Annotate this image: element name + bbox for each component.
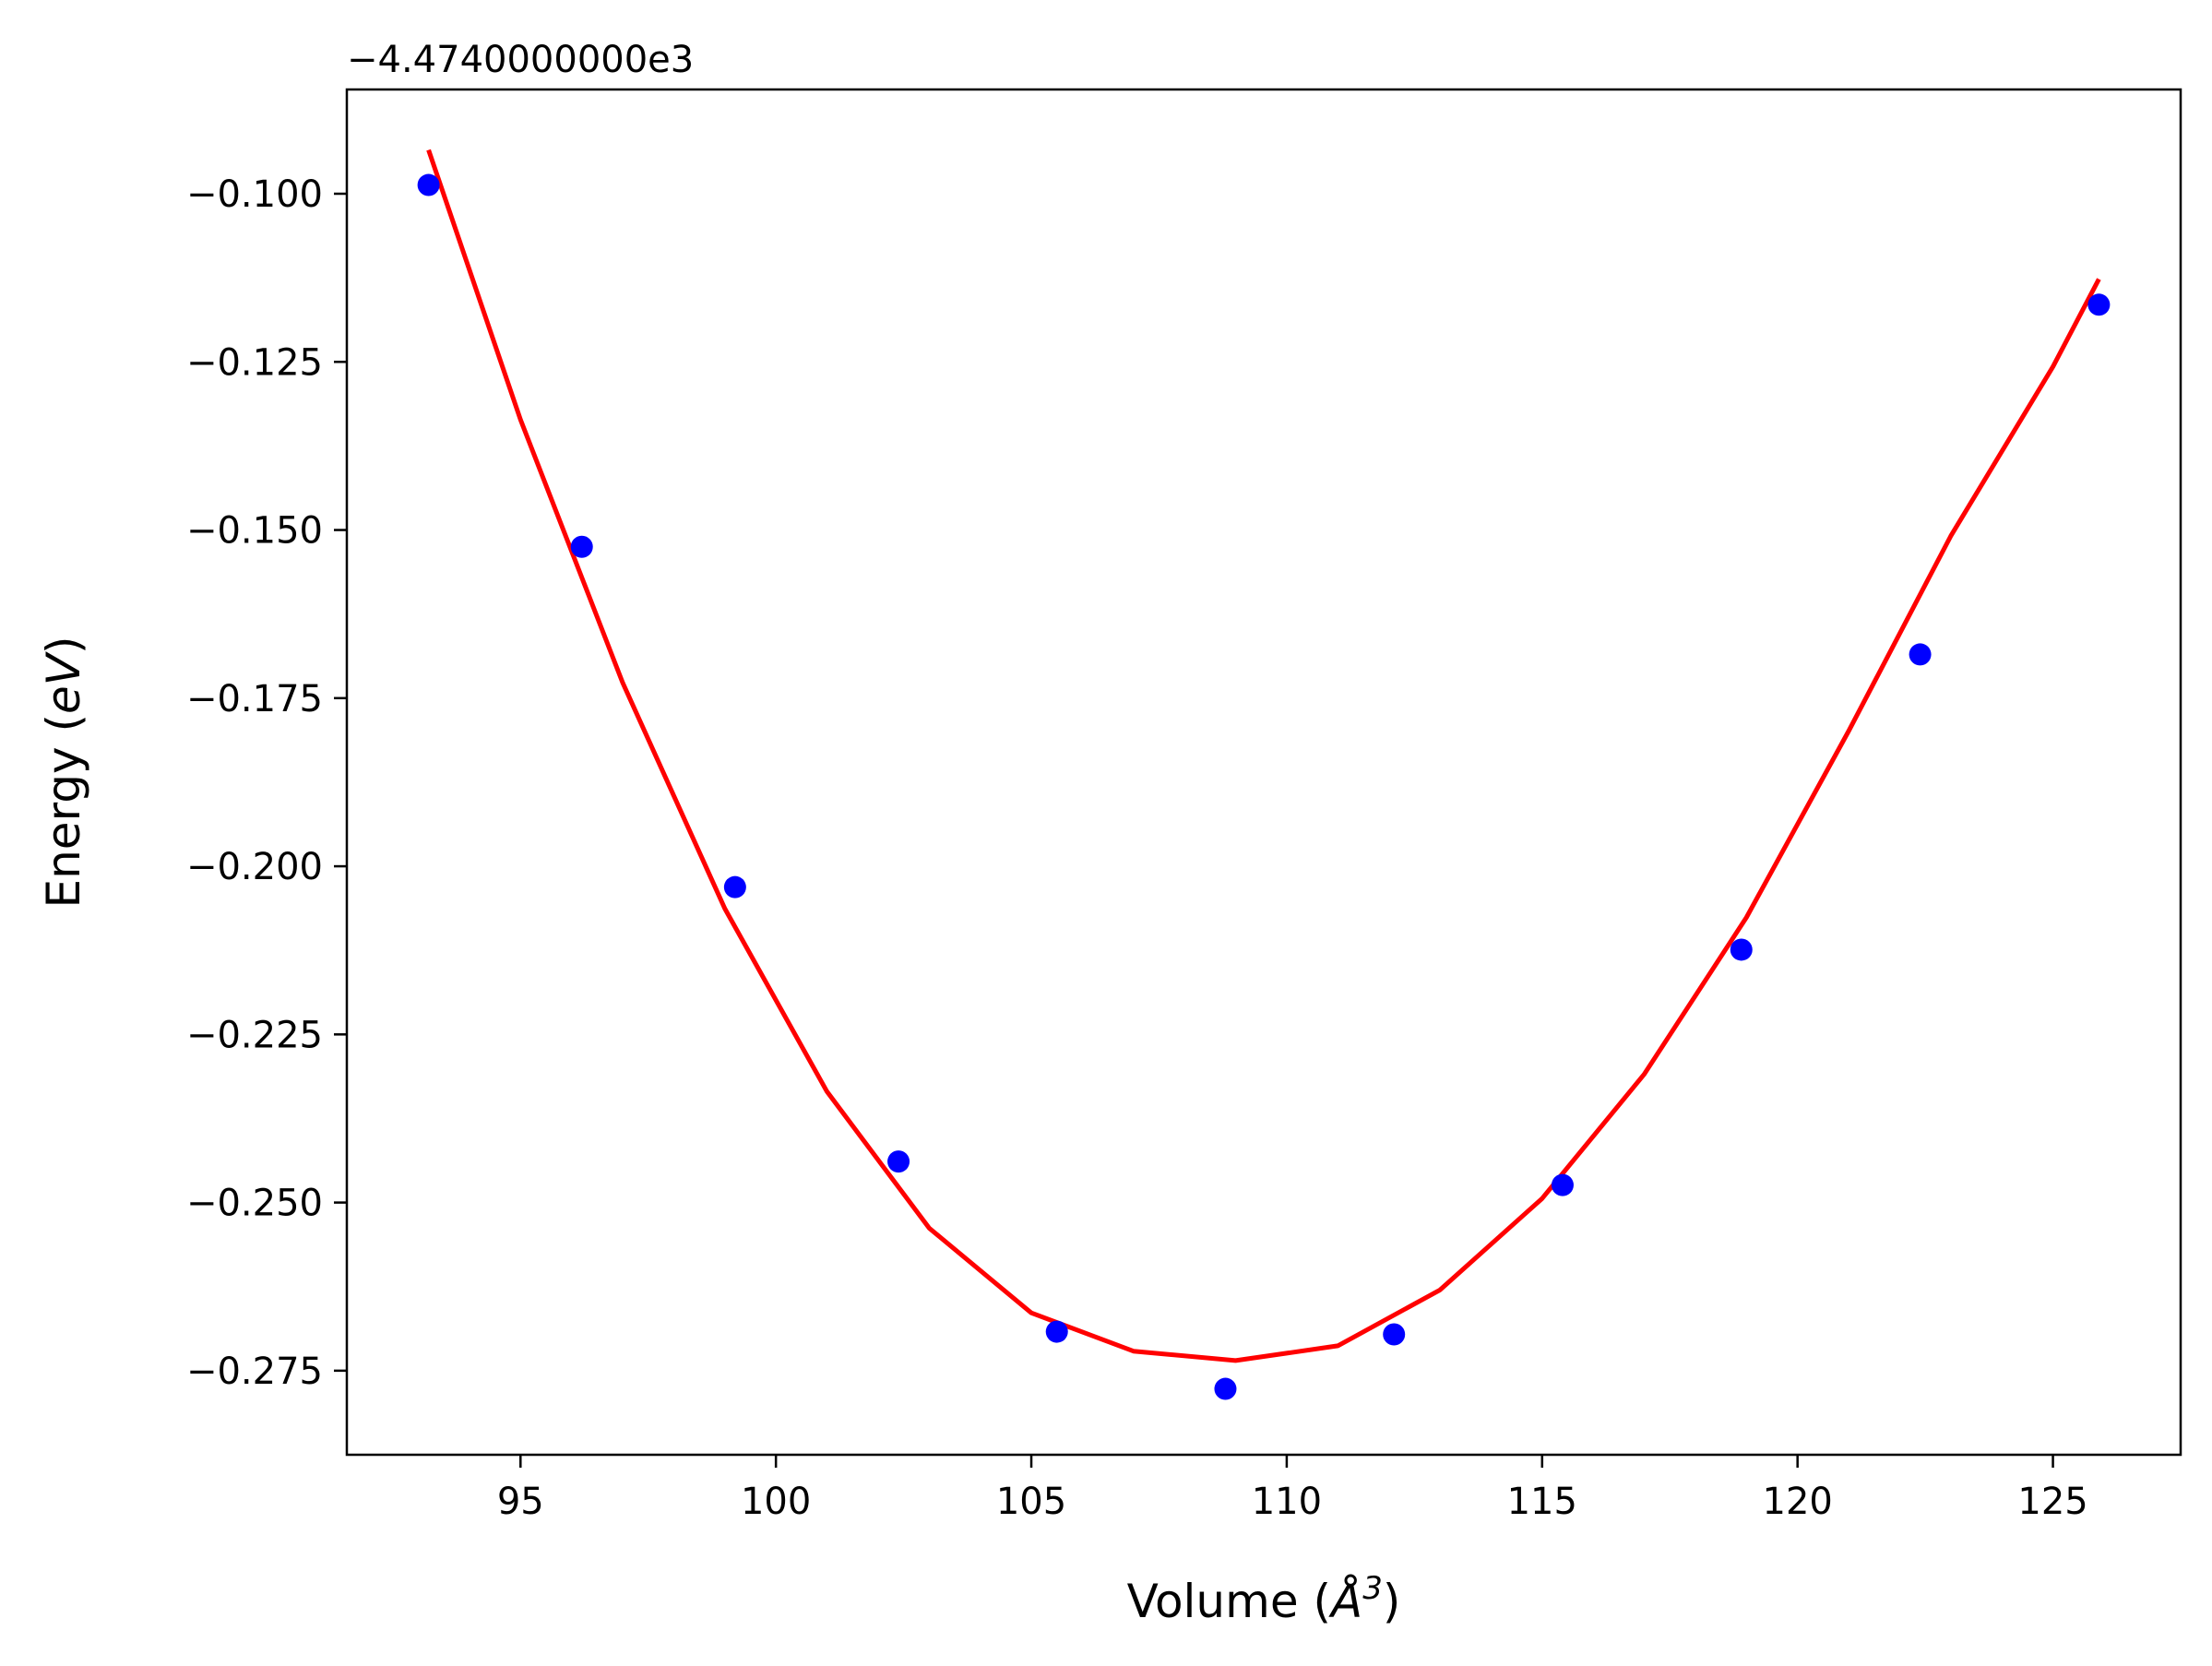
y-tick-label: −0.250 [186, 1183, 323, 1225]
data-point [570, 535, 593, 558]
fit-curve-line [426, 149, 2101, 1363]
data-point [723, 875, 746, 898]
plot-frame [345, 88, 2182, 1457]
data-point [1214, 1377, 1237, 1400]
data-point [887, 1150, 910, 1173]
y-axis-label: Energy (eV) [37, 637, 90, 909]
data-point [1730, 938, 1753, 961]
y-tick-label: −0.175 [186, 678, 323, 720]
x-tick-label: 95 [497, 1481, 544, 1523]
y-offset-text: −4.4740000000e3 [347, 39, 694, 81]
fit-curve-layer [426, 149, 2101, 1363]
data-point [1909, 643, 1932, 666]
y-tick-label: −0.100 [186, 173, 323, 216]
x-axis-ticks: 95 100 105 110 115 120 125 [497, 1455, 2088, 1523]
x-tick-label: 115 [1507, 1481, 1577, 1523]
x-axis-label: Volume (Å3) [1127, 1570, 1401, 1628]
data-point [1383, 1323, 1406, 1346]
y-axis-ticks: −0.100 −0.125 −0.150 −0.175 −0.200 −0.225 −0.2… [186, 173, 347, 1393]
y-tick-label: −0.125 [186, 341, 323, 384]
data-point [2087, 293, 2111, 316]
data-point [1045, 1320, 1068, 1343]
y-tick-label: −0.275 [186, 1351, 323, 1393]
x-tick-label: 125 [2017, 1481, 2087, 1523]
x-tick-label: 120 [1763, 1481, 1833, 1523]
x-tick-label: 110 [1252, 1481, 1322, 1523]
data-point [417, 173, 440, 196]
data-point [1551, 1173, 1574, 1196]
x-tick-label: 105 [996, 1481, 1066, 1523]
y-tick-label: −0.225 [186, 1014, 323, 1056]
x-tick-label: 100 [741, 1481, 811, 1523]
y-tick-label: −0.150 [186, 510, 323, 553]
data-points-layer [417, 173, 2111, 1400]
y-tick-label: −0.200 [186, 846, 323, 888]
